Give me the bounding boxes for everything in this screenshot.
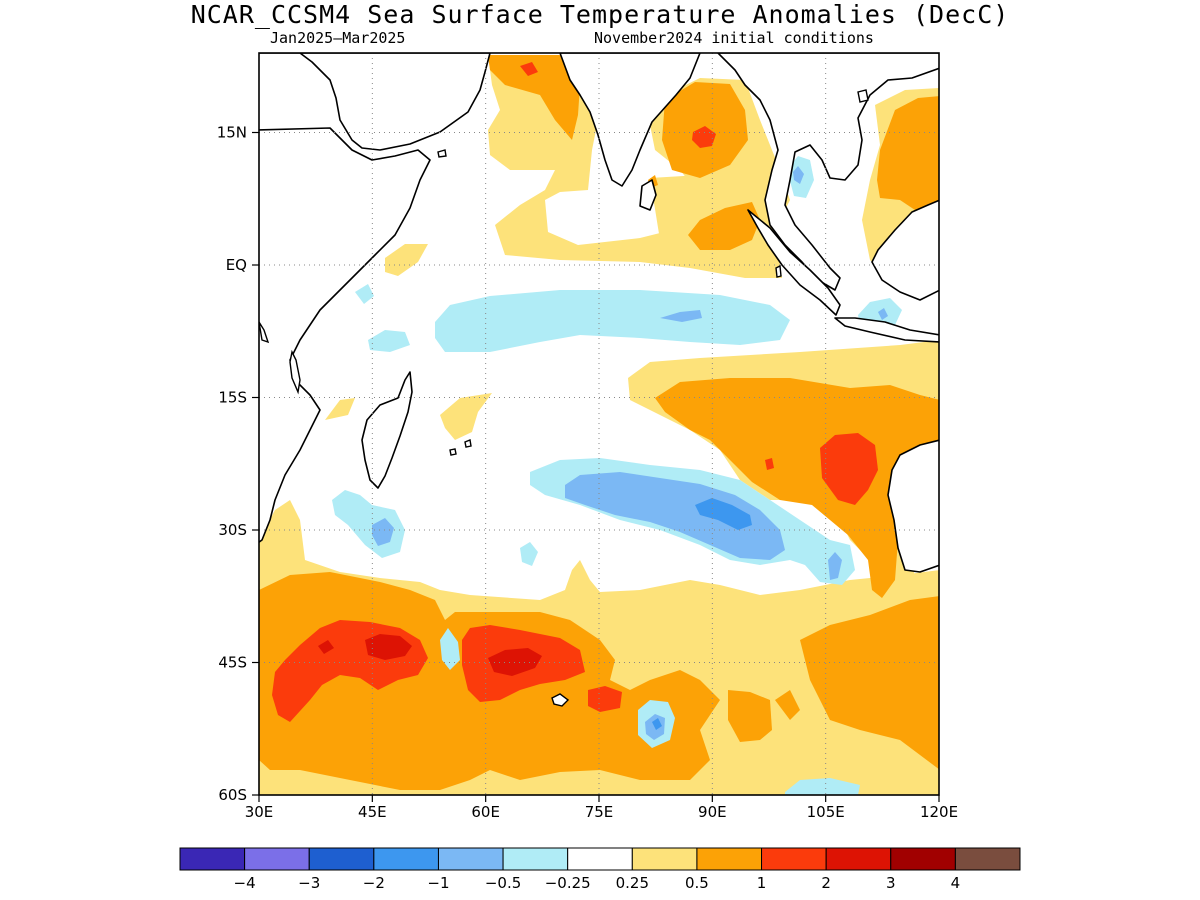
legend-label: −1 [427,874,449,892]
legend-swatch [179,847,246,871]
lat-tick-label: EQ [226,256,247,274]
chart-title: NCAR_CCSM4 Sea Surface Temperature Anoma… [190,0,1010,29]
legend-swatch [437,847,504,871]
latitude-labels: 15N EQ 15S 30S 45S 60S [217,124,247,805]
legend-label: −0.5 [485,874,521,892]
legend-label: 0.25 [616,874,649,892]
legend-swatch [308,847,375,871]
legend-swatch [502,847,569,871]
legend-label: 2 [821,874,831,892]
color-legend: −4 −3 −2 −1 −0.5 −0.25 0.25 0.5 1 2 3 4 [179,847,1021,892]
initial-conditions: November2024 initial conditions [594,29,874,47]
longitude-labels: 30E 45E 60E 75E 90E 105E 120E [245,803,958,821]
legend-label: −2 [363,874,385,892]
legend-label: 0.5 [685,874,709,892]
axis-ticks [252,131,940,802]
legend-swatch [567,847,633,871]
legend-label: 4 [951,874,961,892]
lon-tick-label: 105E [807,803,845,821]
lat-tick-label: 15N [217,124,247,142]
lon-tick-label: 60E [471,803,500,821]
legend-swatch [696,847,763,871]
legend-label: −0.25 [545,874,591,892]
lon-tick-label: 75E [585,803,614,821]
lon-tick-label: 30E [245,803,274,821]
graticule [259,53,939,795]
legend-swatch [373,847,439,871]
legend-swatch [825,847,892,871]
forecast-period: Jan2025–Mar2025 [270,29,406,47]
legend-label: −4 [234,874,256,892]
legend-swatch [761,847,827,871]
lat-tick-label: 45S [218,654,247,672]
legend-swatch [631,847,698,871]
legend-label: 3 [886,874,896,892]
lon-tick-label: 45E [358,803,387,821]
legend-swatch [954,847,1021,871]
legend-swatch [244,847,310,871]
lat-tick-label: 15S [218,389,247,407]
lat-tick-label: 60S [218,786,247,804]
anomaly-fields [259,53,939,795]
legend-swatch [890,847,956,871]
lat-tick-label: 30S [218,521,247,539]
legend-label: 1 [757,874,767,892]
lon-tick-label: 120E [920,803,958,821]
lon-tick-label: 90E [698,803,727,821]
legend-label: −3 [298,874,320,892]
